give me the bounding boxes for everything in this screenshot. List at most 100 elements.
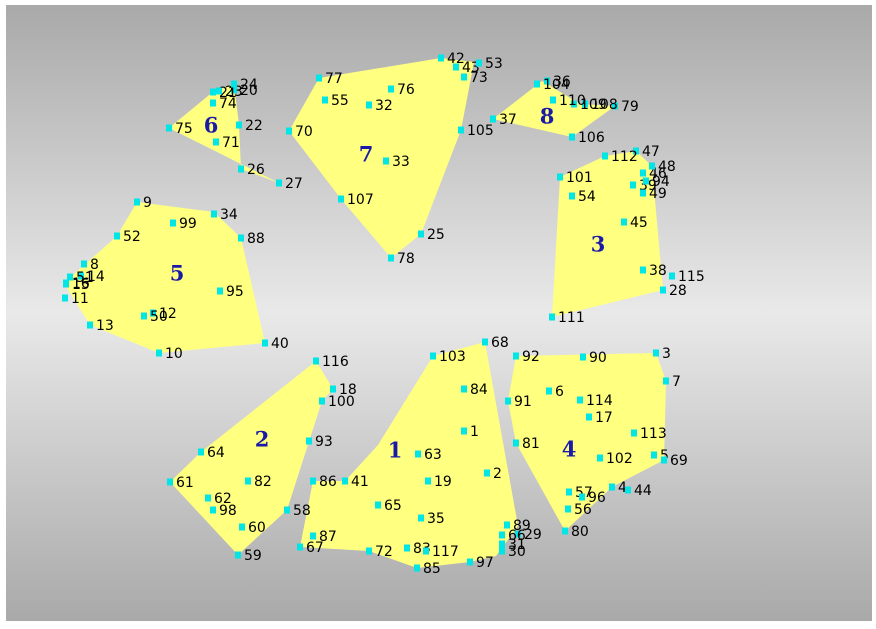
point-marker	[505, 397, 511, 405]
cluster-region-7	[289, 58, 474, 258]
point-marker	[284, 506, 290, 514]
point-marker	[366, 547, 372, 555]
data-point: 70	[286, 124, 313, 140]
data-point: 8	[81, 257, 99, 273]
point-marker	[205, 494, 211, 502]
point-label: 15	[72, 277, 90, 293]
point-label: 115	[678, 269, 705, 285]
point-marker	[414, 564, 420, 572]
cluster-label-3: 3	[591, 232, 606, 257]
point-marker	[388, 254, 394, 262]
point-label: 88	[247, 231, 265, 247]
data-point: 95	[217, 284, 244, 300]
point-marker	[338, 195, 344, 203]
point-label: 117	[432, 544, 459, 560]
data-point: 97	[467, 555, 494, 571]
point-label: 46	[649, 166, 667, 182]
data-point: 2	[484, 466, 502, 482]
point-label: 113	[640, 426, 667, 442]
point-marker	[425, 477, 431, 485]
point-label: 92	[522, 349, 540, 365]
point-marker	[499, 547, 505, 555]
point-label: 76	[397, 82, 415, 98]
point-label: 51	[76, 270, 94, 286]
data-point: 111	[549, 310, 585, 326]
point-marker	[306, 437, 312, 445]
data-point: 38	[640, 263, 667, 279]
point-marker	[467, 558, 473, 566]
data-point: 50	[141, 309, 168, 325]
point-marker	[640, 169, 646, 177]
data-point: 77	[316, 71, 343, 87]
point-label: 27	[285, 176, 303, 192]
cluster-label-4: 4	[562, 437, 577, 462]
data-point: 3	[653, 346, 671, 362]
point-marker	[499, 531, 505, 539]
point-marker	[213, 138, 219, 146]
data-point: 82	[245, 474, 272, 490]
data-point: 43	[453, 60, 480, 76]
data-point: 16	[63, 276, 90, 292]
point-label: 60	[248, 520, 266, 536]
point-marker	[87, 321, 93, 329]
data-point: 33	[383, 154, 410, 170]
point-marker	[504, 521, 510, 529]
data-point: 46	[640, 166, 667, 182]
data-point: 17	[586, 410, 613, 426]
data-point: 93	[306, 434, 333, 450]
point-label: 59	[244, 548, 262, 564]
point-label: 10	[165, 346, 183, 362]
point-label: 52	[123, 229, 141, 245]
point-label: 107	[347, 192, 374, 208]
data-point: 49	[640, 186, 667, 202]
point-label: 84	[470, 382, 488, 398]
point-marker	[383, 157, 389, 165]
point-marker	[167, 478, 173, 486]
point-label: 75	[175, 121, 193, 137]
point-label: 21	[219, 85, 237, 101]
point-label: 104	[543, 77, 570, 93]
point-label: 73	[470, 70, 488, 86]
point-label: 65	[384, 498, 402, 514]
data-point: 67	[297, 540, 324, 556]
point-label: 112	[611, 149, 638, 165]
point-label: 87	[319, 529, 337, 545]
point-label: 49	[649, 186, 667, 202]
data-point: 114	[577, 393, 613, 409]
data-point: 105	[458, 123, 494, 139]
point-marker	[653, 349, 659, 357]
point-label: 55	[331, 93, 349, 109]
data-point: 66	[499, 528, 526, 544]
cluster-label-5: 5	[170, 261, 185, 286]
point-marker	[484, 469, 490, 477]
point-marker	[231, 86, 237, 94]
point-marker	[245, 477, 251, 485]
point-marker	[550, 96, 556, 104]
data-point: 100	[319, 394, 355, 410]
data-point: 99	[170, 216, 197, 232]
data-point: 13	[87, 318, 114, 334]
data-point: 44	[625, 483, 652, 499]
data-point: 36	[544, 74, 571, 90]
data-point: 55	[322, 93, 349, 109]
data-point: 30	[499, 544, 526, 560]
data-point: 42	[438, 51, 465, 67]
cluster-region-6	[169, 84, 279, 183]
point-marker	[418, 230, 424, 238]
point-marker	[310, 532, 316, 540]
data-point: 62	[205, 491, 232, 507]
point-label: 33	[392, 154, 410, 170]
point-marker	[210, 506, 216, 514]
point-label: 48	[658, 159, 676, 175]
cluster-region-1	[300, 342, 518, 568]
cluster-region-4	[508, 353, 666, 531]
point-marker	[557, 173, 563, 181]
point-label: 74	[219, 96, 237, 112]
point-label: 17	[595, 410, 613, 426]
point-marker	[81, 260, 87, 268]
point-marker	[453, 63, 459, 71]
point-marker	[67, 273, 73, 281]
data-point: 75	[166, 121, 193, 137]
point-marker	[544, 77, 550, 85]
point-marker	[569, 133, 575, 141]
